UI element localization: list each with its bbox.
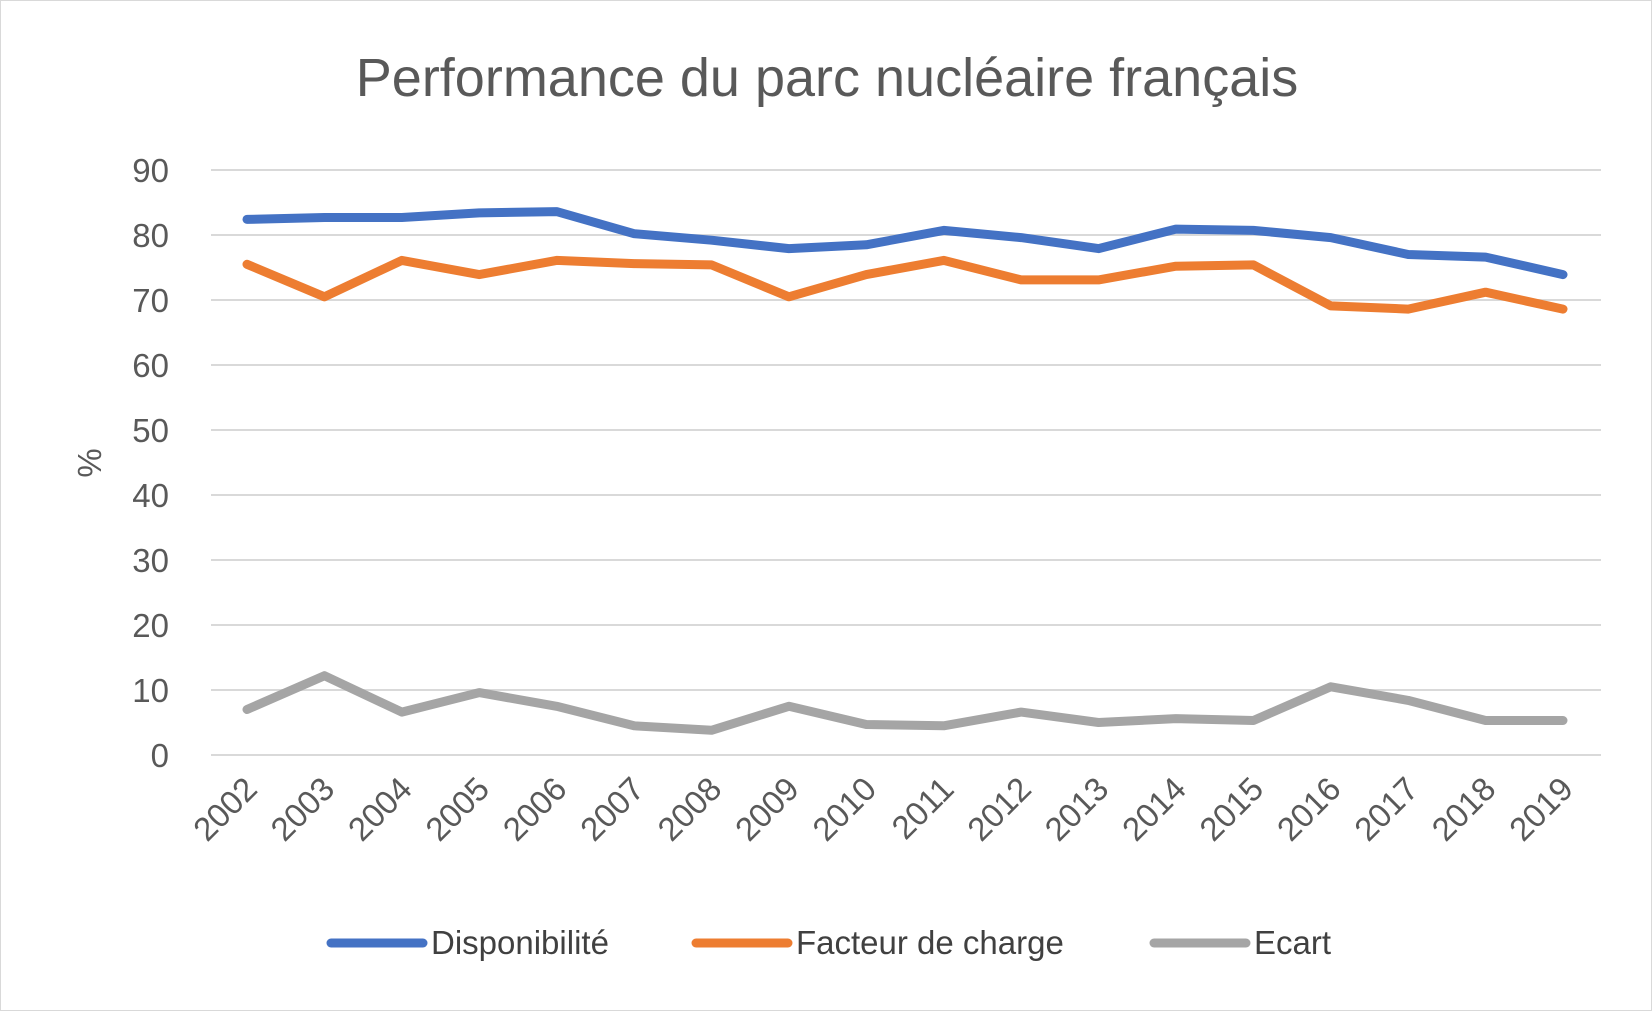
y-tick-label: 90: [132, 152, 169, 189]
y-tick-label: 10: [132, 672, 169, 709]
x-tick-label: 2015: [1192, 770, 1270, 848]
y-tick-label: 80: [132, 217, 169, 254]
x-tick-label: 2006: [496, 770, 574, 848]
x-tick-label: 2007: [573, 770, 651, 848]
x-tick-label: 2004: [341, 770, 419, 848]
y-tick-label: 40: [132, 477, 169, 514]
x-tick-label: 2010: [805, 770, 883, 848]
x-tick-label: 2016: [1270, 770, 1348, 848]
y-tick-label: 50: [132, 412, 169, 449]
legend-label-2: Facteur de charge: [796, 924, 1064, 961]
x-tick-label: 2014: [1115, 770, 1193, 848]
legend: Disponibilité Facteur de charge Ecart: [326, 924, 1331, 961]
y-tick-label: 30: [132, 542, 169, 579]
y-axis-ticks: 0 10 20 30 40 50 60 70 80 90: [132, 152, 169, 774]
x-tick-label: 2017: [1347, 770, 1425, 848]
x-tick-label: 2005: [418, 770, 496, 848]
x-tick-label: 2019: [1502, 770, 1580, 848]
x-tick-label: 2003: [263, 770, 341, 848]
x-tick-label: 2012: [960, 770, 1038, 848]
x-tick-label: 2018: [1424, 770, 1502, 848]
x-tick-label: 2013: [1037, 770, 1115, 848]
y-axis-label: %: [71, 448, 108, 477]
x-tick-label: 2008: [650, 770, 728, 848]
chart-title: Performance du parc nucléaire français: [356, 48, 1298, 108]
y-tick-label: 60: [132, 347, 169, 384]
series-lines: [242, 207, 1568, 735]
x-tick-label: 2002: [186, 770, 264, 848]
series-line-2: [242, 255, 1568, 314]
y-tick-label: 0: [151, 737, 169, 774]
series-line-1: [242, 207, 1568, 280]
x-axis-ticks: 2002 2003 2004 2005 2006 2007 2008 2009 2010 2011…: [186, 770, 1580, 848]
series-line-3: [242, 671, 1568, 735]
x-tick-label: 2011: [884, 770, 960, 846]
y-tick-label: 20: [132, 607, 169, 644]
y-tick-label: 70: [132, 282, 169, 319]
legend-label-3: Ecart: [1254, 924, 1331, 961]
legend-label-1: Disponibilité: [431, 924, 609, 961]
x-tick-label: 2009: [728, 770, 806, 848]
gridlines: [211, 169, 1601, 756]
